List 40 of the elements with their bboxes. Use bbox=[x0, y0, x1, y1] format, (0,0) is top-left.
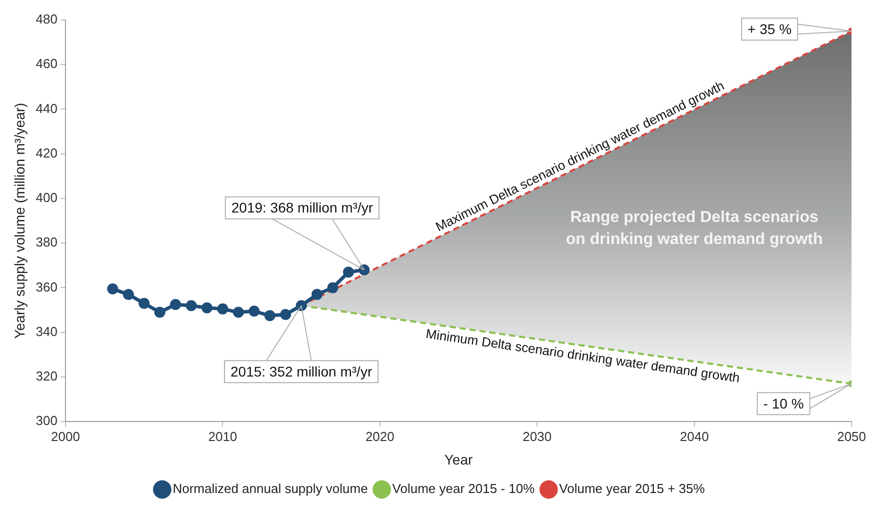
point bbox=[248, 306, 260, 317]
y-tick-label: 440 bbox=[36, 100, 58, 116]
legend-label: Volume year 2015 - 10% bbox=[392, 481, 536, 496]
annotation: 2015: 352 million m³/yr bbox=[230, 363, 372, 380]
y-tick-label: 400 bbox=[36, 190, 58, 206]
annotation: + 35 % bbox=[748, 21, 792, 38]
y-tick-label: 360 bbox=[36, 279, 58, 294]
y-tick-label: 340 bbox=[36, 324, 58, 339]
point bbox=[327, 282, 338, 294]
x-axis-title: Year bbox=[444, 451, 473, 468]
point bbox=[232, 306, 244, 318]
annotation: - 10 % bbox=[763, 396, 804, 412]
point bbox=[170, 298, 182, 310]
x-tick-label: 2000 bbox=[51, 428, 80, 444]
point bbox=[138, 298, 150, 309]
point bbox=[107, 283, 118, 294]
y-tick-label: 480 bbox=[36, 12, 58, 27]
annotation: Minimum Delta scenario drinking water demand growth bbox=[424, 326, 741, 386]
point bbox=[186, 300, 197, 312]
x-tick-label: 2020 bbox=[365, 428, 394, 444]
x-tick-label: 2010 bbox=[208, 428, 238, 444]
x-tick-label: 2040 bbox=[680, 428, 709, 444]
annotation: Range projected Delta scenarios on drinking water demand growth bbox=[566, 209, 823, 248]
point bbox=[342, 266, 354, 278]
y-axis-title: Yearly supply volume (million m³/year) bbox=[11, 102, 28, 339]
x-tick-label: 2050 bbox=[837, 428, 866, 444]
y-tick-label: 380 bbox=[36, 234, 58, 250]
x-tick-label: 2030 bbox=[522, 428, 552, 444]
y-tick-label: 300 bbox=[36, 413, 58, 428]
point bbox=[154, 306, 166, 318]
annotation: 2019: 368 million m³/yr bbox=[231, 200, 374, 216]
point bbox=[122, 288, 134, 300]
y-tick-label: 460 bbox=[36, 56, 58, 72]
y-tick-label: 420 bbox=[36, 145, 58, 160]
point bbox=[217, 303, 228, 314]
point bbox=[312, 288, 323, 300]
point bbox=[201, 302, 212, 314]
y-tick-label: 320 bbox=[36, 368, 58, 384]
legend-label: Normalized annual supply volume bbox=[172, 481, 368, 496]
legend-label: Volume year 2015 + 35% bbox=[559, 481, 706, 496]
